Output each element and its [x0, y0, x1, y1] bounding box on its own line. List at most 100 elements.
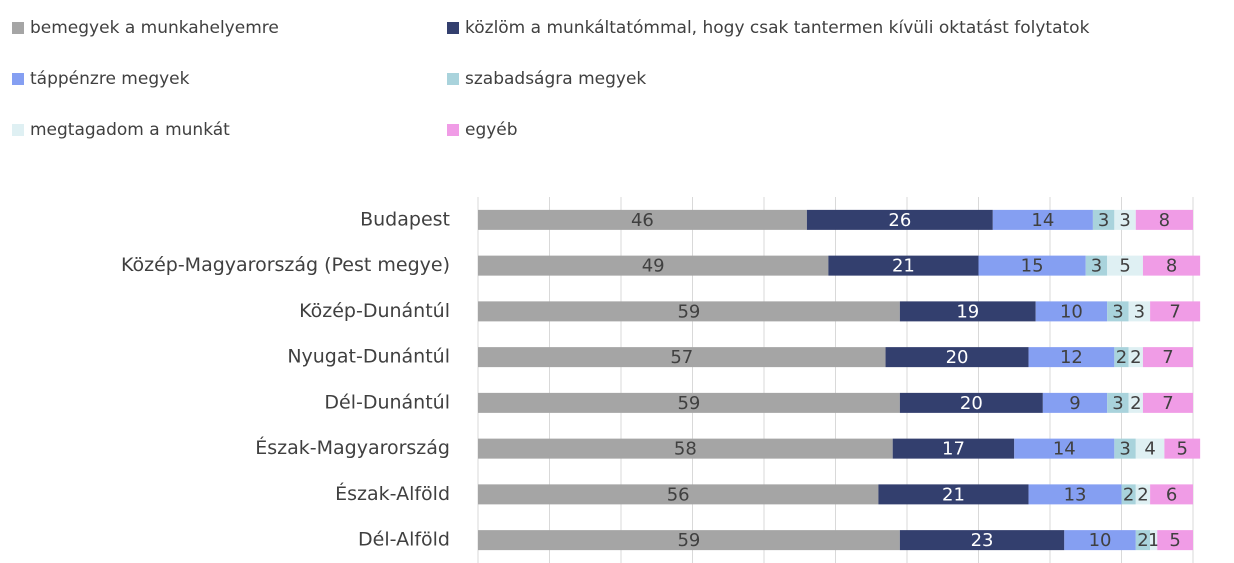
bar-segment — [1142, 347, 1193, 368]
legend-swatch — [12, 73, 24, 85]
bar-segment — [1121, 484, 1136, 505]
value-label: 2 — [1130, 347, 1141, 368]
bar-segment — [478, 209, 807, 230]
value-label: 59 — [677, 393, 700, 414]
legend-swatch — [12, 22, 24, 34]
value-label: 7 — [1162, 347, 1173, 368]
value-label: 3 — [1112, 393, 1123, 414]
value-label: 2 — [1130, 393, 1141, 414]
legend-swatch — [12, 124, 24, 136]
value-label: 3 — [1098, 210, 1109, 231]
value-label: 7 — [1169, 301, 1180, 322]
value-label: 15 — [1021, 256, 1044, 277]
bar-segment — [478, 530, 900, 551]
value-label: 12 — [1060, 347, 1083, 368]
value-label: 17 — [942, 439, 965, 460]
value-label: 20 — [960, 393, 983, 414]
bar-segment — [1135, 484, 1151, 505]
value-label: 56 — [667, 484, 690, 505]
bar-segment — [1028, 347, 1115, 368]
bar-segment — [992, 209, 1093, 230]
bar-segment — [1064, 530, 1136, 551]
legend-swatch — [447, 73, 459, 85]
bar-segment — [1142, 255, 1201, 276]
bar-segment — [1042, 392, 1108, 413]
value-label: 8 — [1159, 210, 1170, 231]
bar-segment — [478, 438, 893, 459]
value-label: 6 — [1166, 484, 1177, 505]
value-label: 10 — [1089, 530, 1112, 551]
bar-segment — [892, 438, 1015, 459]
value-label: 23 — [971, 530, 994, 551]
bar-segment — [1150, 301, 1201, 322]
bar-segment — [1114, 209, 1136, 230]
bar-segment — [1114, 347, 1129, 368]
bar-segment — [1035, 301, 1108, 322]
legend-swatch — [447, 22, 459, 34]
value-label: 46 — [631, 210, 654, 231]
value-label: 1 — [1148, 530, 1159, 551]
category-label: Észak-Alföld — [335, 482, 450, 505]
value-label: 58 — [674, 439, 697, 460]
value-label: 49 — [642, 256, 665, 277]
category-label: Nyugat-Dunántúl — [287, 346, 450, 368]
legend-label: szabadságra megyek — [465, 69, 646, 89]
bar-segment — [478, 255, 829, 276]
category-label: Dél-Dunántúl — [324, 391, 450, 413]
value-label: 3 — [1134, 301, 1145, 322]
value-label: 5 — [1177, 439, 1188, 460]
bar-segment — [806, 209, 993, 230]
bar-segment — [1028, 484, 1122, 505]
value-label: 14 — [1031, 210, 1054, 231]
bar-segment — [1135, 209, 1193, 230]
value-label: 21 — [942, 484, 965, 505]
bar-segment — [1085, 255, 1108, 276]
value-label: 3 — [1112, 301, 1123, 322]
value-label: 2 — [1137, 530, 1148, 551]
bar-segment — [1135, 530, 1151, 551]
value-label: 57 — [670, 347, 693, 368]
bar-segment — [1107, 301, 1129, 322]
bar-segment — [1107, 255, 1143, 276]
bar-segment — [899, 530, 1065, 551]
legend-label: megtagadom a munkát — [30, 120, 230, 140]
bar-segment — [885, 347, 1029, 368]
bar-segment — [1114, 438, 1136, 459]
bar-segment — [1014, 438, 1115, 459]
bar-segment — [978, 255, 1086, 276]
bar-segment — [1128, 392, 1143, 413]
value-label: 2 — [1137, 484, 1148, 505]
bar-segment — [878, 484, 1029, 505]
value-label: 26 — [888, 210, 911, 231]
value-label: 20 — [946, 347, 969, 368]
bar-segment — [828, 255, 979, 276]
category-label: Közép-Dunántúl — [299, 300, 450, 322]
value-label: 3 — [1091, 256, 1102, 277]
bar-segment — [1092, 209, 1115, 230]
value-label: 59 — [677, 530, 700, 551]
value-label: 4 — [1144, 439, 1155, 460]
value-label: 14 — [1053, 439, 1076, 460]
value-label: 19 — [956, 301, 979, 322]
bar-segment — [1107, 392, 1129, 413]
bar-segment — [478, 484, 879, 505]
value-label: 8 — [1166, 256, 1177, 277]
bar-segment — [1128, 347, 1143, 368]
value-label: 59 — [677, 301, 700, 322]
legend-label: közlöm a munkáltatómmal, hogy csak tante… — [465, 18, 1090, 38]
value-label: 10 — [1060, 301, 1083, 322]
value-label: 3 — [1119, 210, 1130, 231]
legend-label: bemegyek a munkahelyemre — [30, 18, 279, 38]
category-label: Budapest — [360, 208, 450, 230]
value-label: 5 — [1119, 256, 1130, 277]
legend-label: egyéb — [465, 120, 518, 140]
value-label: 2 — [1123, 484, 1134, 505]
bar-segment — [1150, 484, 1193, 505]
value-label: 13 — [1064, 484, 1087, 505]
value-label: 5 — [1169, 530, 1180, 551]
bar-segment — [899, 392, 1043, 413]
category-label: Dél-Alföld — [358, 529, 450, 551]
bar-segment — [478, 347, 886, 368]
value-label: 2 — [1116, 347, 1127, 368]
